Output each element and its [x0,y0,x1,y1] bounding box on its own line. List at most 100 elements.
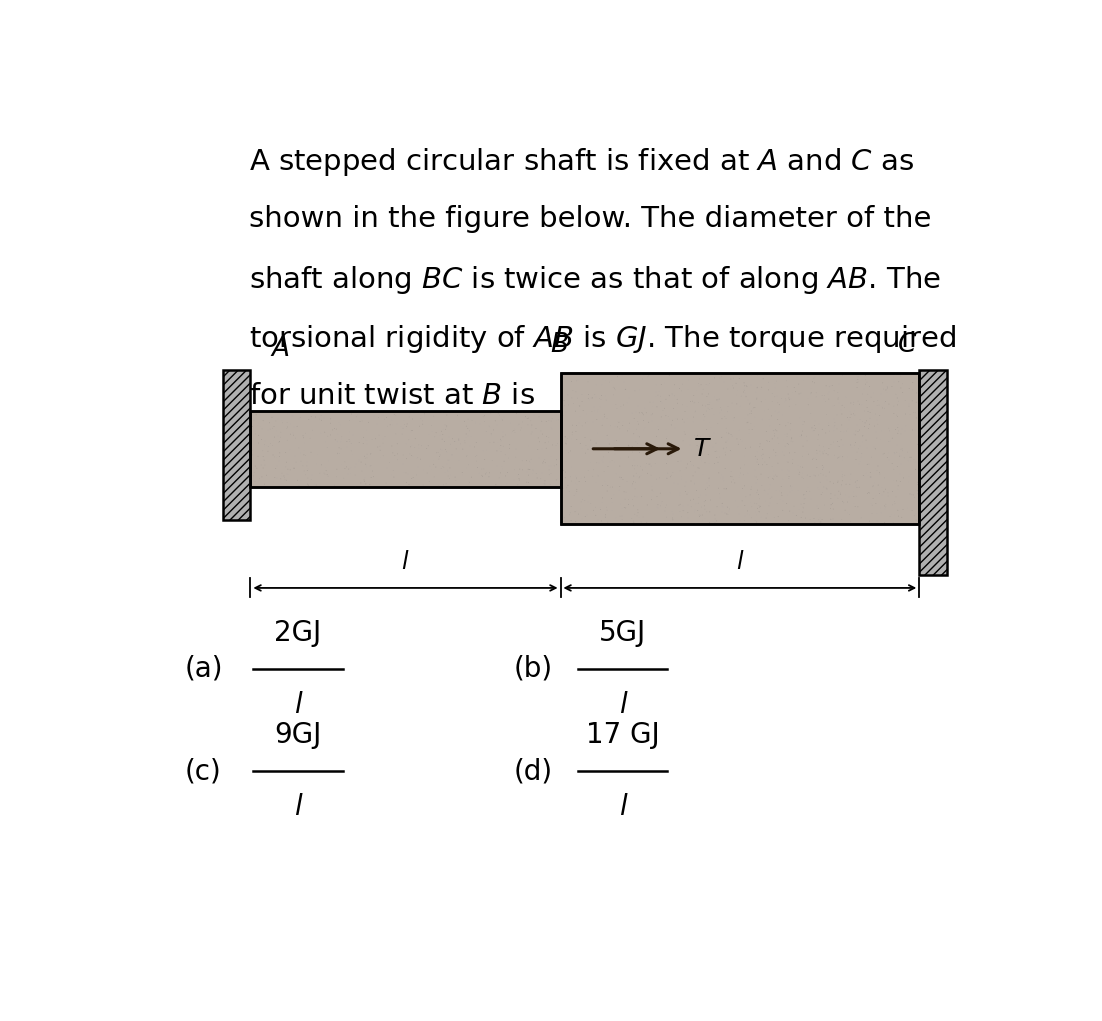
Point [484,452,501,469]
Point [814,444,832,460]
Text: for unit twist at $\it{B}$ is: for unit twist at $\it{B}$ is [249,382,534,410]
Point [435,477,453,493]
Point [801,469,819,485]
Point [812,446,830,463]
Text: shaft along $\it{BC}$ is twice as that of along $\it{AB}$. The: shaft along $\it{BC}$ is twice as that o… [249,264,941,296]
Point [823,367,841,383]
Point [523,424,541,440]
Point [425,469,443,485]
Point [720,398,737,415]
Point [694,512,712,528]
Point [782,431,800,447]
Point [693,386,711,402]
Point [640,456,658,473]
Point [791,429,809,445]
Point [725,409,743,426]
Point [511,422,529,438]
Point [313,412,331,429]
Point [696,510,714,527]
Point [754,411,771,428]
Point [285,460,303,477]
Point [295,463,313,479]
Point [415,405,433,422]
Bar [250,411,561,487]
Point [779,436,797,452]
Point [863,495,880,512]
Point [779,454,797,471]
Point [889,393,907,409]
Point [790,467,808,483]
Point [887,407,905,424]
Point [332,417,349,433]
Point [761,490,779,506]
Point [531,434,549,450]
Point [662,469,680,485]
Point [317,463,335,479]
Point [656,503,673,520]
Point [249,435,267,451]
Point [386,447,403,464]
Point [736,497,754,514]
Point [685,475,703,491]
Point [284,427,302,443]
Point [856,415,874,431]
Point [713,429,731,445]
Point [779,435,797,451]
Point [510,467,528,483]
Point [554,489,572,505]
Point [790,386,808,402]
Point [645,394,662,410]
Point [838,423,855,439]
Point [303,467,321,483]
Point [393,426,411,442]
Point [877,499,895,516]
Point [877,481,895,497]
Point [611,457,628,474]
Point [432,441,450,457]
Point [867,424,885,440]
Point [574,491,592,507]
Point [256,476,273,492]
Point [756,482,774,498]
Text: $\it{T}$: $\it{T}$ [693,437,712,460]
Point [713,495,731,512]
Point [861,485,878,501]
Point [568,384,585,400]
Point [778,453,796,470]
Point [771,417,789,433]
Point [776,394,793,410]
Text: (b): (b) [514,654,553,683]
Point [698,377,715,393]
Point [473,468,490,484]
Point [559,387,576,403]
Point [690,439,707,455]
Point [336,460,354,477]
Point [720,503,737,520]
Point [554,464,572,480]
Point [612,469,629,485]
Point [256,457,273,474]
Point [302,472,320,488]
Point [450,432,467,448]
Point [748,484,766,500]
Point [320,468,337,484]
Point [735,384,753,400]
Point [553,436,571,452]
Point [802,386,820,402]
Point [255,412,272,429]
Text: (d): (d) [514,758,553,785]
Point [653,395,671,411]
Point [490,440,508,456]
Point [519,461,537,478]
Point [903,467,920,483]
Point [886,445,904,461]
Point [407,431,424,447]
Point [630,469,648,485]
Point [792,428,810,444]
Point [554,458,572,475]
Point [642,458,660,475]
Point [784,434,801,450]
Point [431,447,449,464]
Bar [561,374,919,524]
Point [689,459,706,476]
